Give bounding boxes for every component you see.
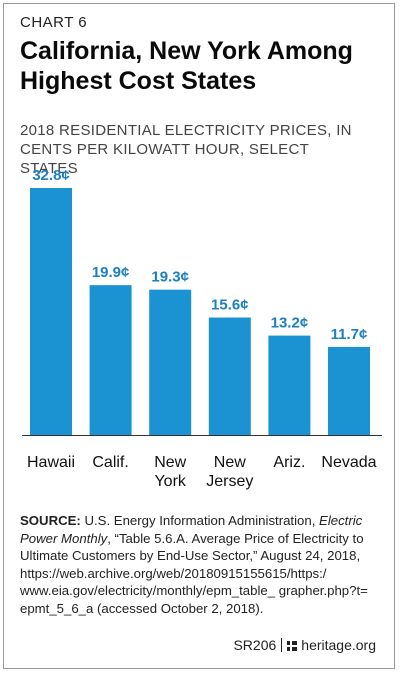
category-label-3: New Jersey xyxy=(206,454,253,490)
chart-subtitle: 2018 RESIDENTIAL ELECTRICITY PRICES, IN … xyxy=(20,122,352,177)
source-label: SOURCE: xyxy=(20,513,81,528)
footer: SR206 heritage.org xyxy=(233,637,376,653)
data-label-1: 19.9¢ xyxy=(92,264,130,281)
report-id: SR206 xyxy=(233,637,277,653)
category-label-4: Ariz. xyxy=(273,454,305,471)
data-label-0: 32.8¢ xyxy=(32,167,70,184)
source-text-before: U.S. Energy Information Administration, xyxy=(80,513,320,528)
chart-title: California, New York Among Highest Cost … xyxy=(20,37,353,95)
chart-kicker: CHART 6 xyxy=(20,14,88,31)
bar-0 xyxy=(30,188,72,435)
site-link[interactable]: heritage.org xyxy=(301,637,376,653)
source-note: SOURCE: U.S. Energy Information Administ… xyxy=(20,512,382,617)
bar-2 xyxy=(149,289,192,435)
data-label-2: 19.3¢ xyxy=(151,269,189,286)
bar-4 xyxy=(268,335,311,435)
data-label-5: 11.7¢ xyxy=(331,326,368,343)
bar-1 xyxy=(89,285,132,435)
source-publication: Electric Power Monthly xyxy=(20,513,363,546)
bar-5 xyxy=(328,346,370,435)
category-label-1: Calif. xyxy=(92,454,128,471)
source-text-after: , “Table 5.6.A. Average Price of Electri… xyxy=(20,530,368,616)
data-label-4: 13.2¢ xyxy=(271,315,309,332)
data-label-3: 15.6¢ xyxy=(211,297,249,314)
bar-3 xyxy=(208,317,251,435)
category-label-0: Hawaii xyxy=(27,454,75,471)
category-label-2: New York xyxy=(154,454,187,490)
chart-frame xyxy=(3,3,395,669)
category-label-5: Nevada xyxy=(321,454,376,471)
footer-divider xyxy=(281,638,283,652)
bar-chart: 32.8¢ Hawaii 19.9¢ Calif. 19.3¢ New York 15.6¢ N… xyxy=(22,167,382,490)
heritage-logo-icon xyxy=(287,641,298,651)
